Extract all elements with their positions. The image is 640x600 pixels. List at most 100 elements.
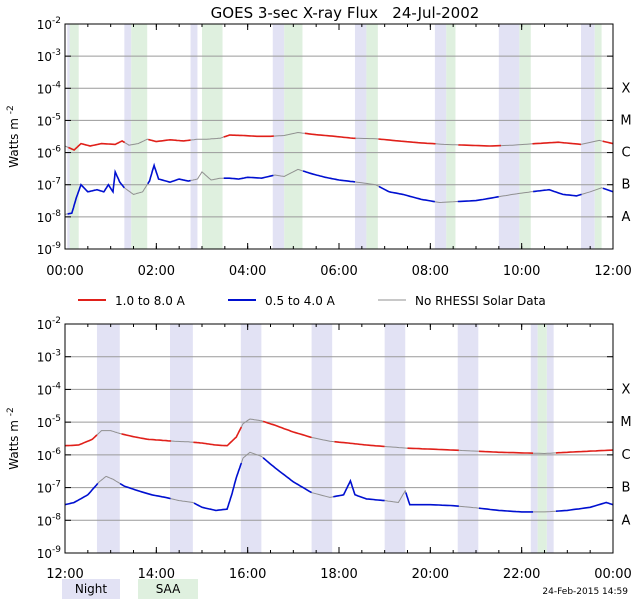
y-axis-label: Watts m -2: [6, 407, 21, 469]
night-legend-label: Night: [75, 582, 108, 596]
long-channel-line-segment: [334, 440, 385, 448]
y-tick-label: 10-2: [37, 316, 61, 332]
short-channel-line-nodata-segment: [240, 451, 264, 464]
flare-class-label: X: [622, 382, 631, 397]
panel-2: 10-9 10-8 10-7 10-6 10-5 10-4 10-3 10-2 A B C M X 12:…: [6, 316, 632, 582]
saa-legend-label: SAA: [156, 582, 181, 596]
short-channel-line-nodata-segment: [273, 168, 304, 178]
short-channel-line-nodata-segment: [97, 475, 121, 485]
flare-class-label: X: [622, 81, 631, 96]
short-channel-line-nodata-segment: [190, 171, 224, 182]
flare-class-label: B: [622, 178, 631, 193]
short-channel-line-nodata-segment: [434, 201, 458, 204]
y-tick-label-exponent: -7: [52, 480, 61, 490]
shading-legend: Night SAA: [62, 579, 198, 599]
y-tick-label-exponent: -2: [52, 316, 61, 326]
y-tick-label-exponent: -3: [52, 349, 61, 359]
x-tick-label: 00:00: [594, 567, 631, 582]
night-band: [96, 324, 120, 553]
legend-label-nodata: No RHESSI Solar Data: [415, 294, 546, 308]
y-tick-label-exponent: -2: [52, 16, 61, 26]
saa-band: [69, 24, 79, 249]
short-channel-line-segment: [64, 482, 99, 506]
short-channel-line-segment: [147, 162, 191, 185]
y-tick-label: 10-9: [37, 241, 62, 257]
night-band: [190, 24, 198, 249]
y-tick-label: 10-9: [37, 545, 62, 561]
long-channel-line-nodata-segment: [501, 143, 533, 147]
short-channel-line-nodata-segment: [170, 498, 195, 504]
short-channel-line-segment: [478, 507, 534, 513]
y-tick-label-exponent: -9: [52, 241, 61, 251]
plot-frame: [64, 23, 614, 250]
short-channel-line-segment: [602, 187, 614, 193]
long-channel-line-nodata-segment: [458, 449, 479, 452]
saa-band: [202, 24, 223, 249]
night-band: [530, 324, 538, 553]
short-channel-line-segment: [405, 492, 459, 507]
long-channel-line-nodata-segment: [190, 136, 224, 141]
x-tick-label: 12:00: [46, 567, 83, 582]
x-tick-label: 04:00: [229, 264, 266, 279]
flare-class-label: A: [622, 513, 631, 528]
flare-class-label: M: [620, 415, 631, 430]
saa-band: [519, 24, 531, 249]
long-channel-line-nodata-segment: [355, 137, 379, 140]
long-channel-line-nodata-segment: [273, 131, 305, 137]
y-tick-label-exponent: -3: [52, 48, 61, 58]
y-tick-label: 10-6: [37, 447, 62, 463]
x-tick-label: 20:00: [412, 567, 449, 582]
long-channel-line-segment: [478, 450, 534, 454]
y-tick-label-exponent: -6: [52, 145, 61, 155]
x-tick-label: 06:00: [320, 264, 357, 279]
x-tick-label: 22:00: [503, 567, 540, 582]
series-legend: 1.0 to 8.0 A 0.5 to 4.0 A No RHESSI Solar …: [78, 294, 546, 308]
plot-panels: 10-9 10-8 10-7 10-6 10-5 10-4 10-3 10-2 A B C M X 00:…: [6, 16, 632, 582]
legend-label-short: 0.5 to 4.0 A: [265, 294, 336, 308]
short-channel-line-segment: [532, 188, 582, 197]
short-channel-line-segment: [119, 482, 171, 500]
y-tick-label: 10-5: [37, 414, 61, 430]
long-channel-line-nodata-segment: [435, 143, 459, 146]
y-tick-label-exponent: -4: [52, 381, 61, 391]
night-legend-swatch: [62, 579, 120, 599]
y-tick-label-exponent: -6: [52, 447, 61, 457]
y-tick-label-exponent: -8: [52, 209, 61, 219]
night-band: [240, 324, 262, 553]
x-tick-label: 02:00: [138, 264, 175, 279]
saa-band: [284, 24, 303, 249]
flare-class-label: B: [622, 481, 631, 496]
night-band: [581, 24, 595, 249]
long-channel-line-segment: [148, 138, 191, 143]
long-channel-line-segment: [193, 426, 243, 447]
short-channel-line-nodata-segment: [354, 181, 380, 187]
y-tick-label: 10-7: [37, 177, 61, 193]
short-channel-line-segment: [193, 462, 243, 512]
short-channel-line-nodata-segment: [458, 505, 479, 509]
night-band: [384, 324, 406, 553]
flare-class-label: C: [621, 448, 630, 463]
short-channel-line-segment: [262, 457, 312, 494]
long-channel-line-nodata-segment: [64, 145, 69, 148]
night-band: [272, 24, 285, 249]
long-channel-line-nodata-segment: [384, 446, 408, 449]
short-channel-line-nodata-segment: [533, 510, 556, 513]
panel-1: 10-9 10-8 10-7 10-6 10-5 10-4 10-3 10-2 A B C M X 00:…: [6, 16, 632, 279]
night-band: [311, 324, 333, 553]
short-channel-line-segment: [378, 185, 436, 203]
saa-band: [537, 324, 547, 553]
long-channel-line-segment: [532, 141, 582, 146]
x-tick-label: 14:00: [138, 567, 175, 582]
long-channel-line-segment: [602, 140, 614, 145]
x-tick-label: 10:00: [503, 264, 540, 279]
y-tick-label: 10-7: [37, 480, 61, 496]
short-channel-line-segment: [302, 170, 356, 183]
x-tick-label: 08:00: [412, 264, 449, 279]
night-band: [498, 24, 520, 249]
x-tick-label: 00:00: [46, 264, 83, 279]
short-channel-line-nodata-segment: [384, 489, 407, 504]
long-channel-line-segment: [304, 132, 356, 140]
long-channel-line-nodata-segment: [124, 138, 149, 146]
night-band: [434, 24, 447, 249]
